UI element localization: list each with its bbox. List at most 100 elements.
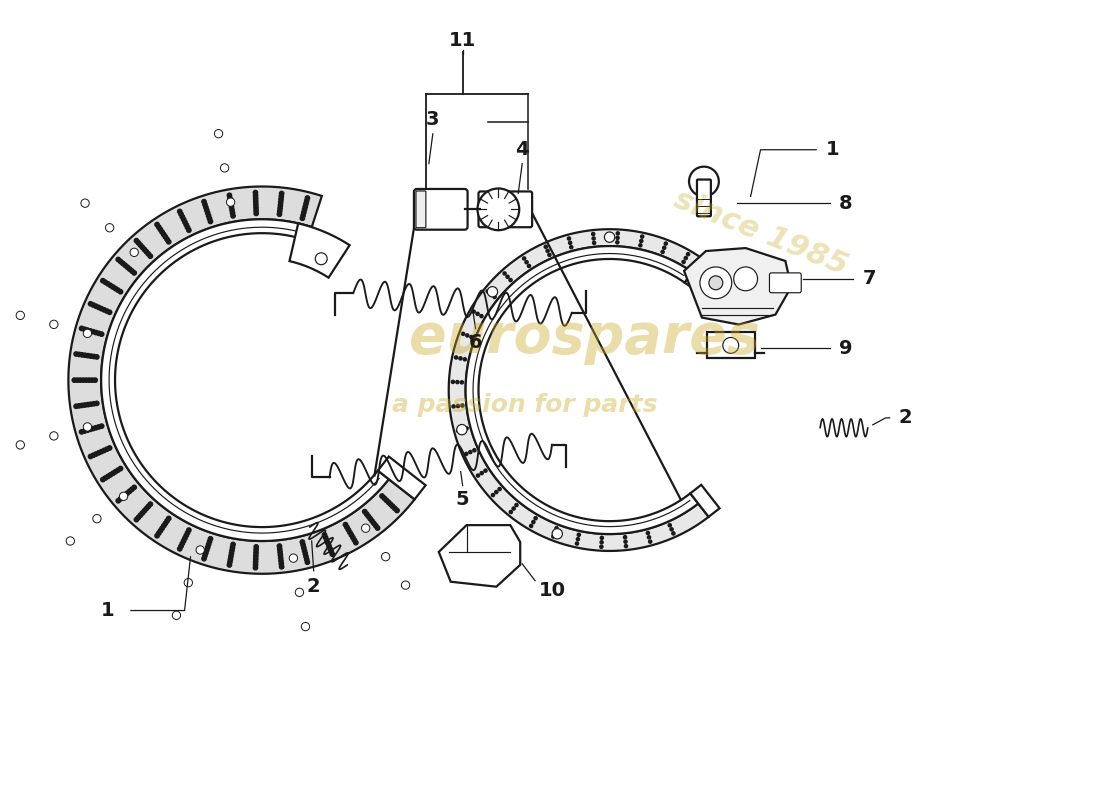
Circle shape	[121, 261, 125, 266]
Circle shape	[382, 496, 386, 500]
Circle shape	[103, 280, 108, 285]
Circle shape	[94, 330, 98, 334]
Circle shape	[116, 288, 120, 292]
Circle shape	[664, 242, 668, 245]
Circle shape	[208, 539, 211, 544]
Circle shape	[253, 559, 257, 564]
Circle shape	[230, 210, 234, 215]
Circle shape	[104, 309, 109, 314]
Circle shape	[113, 470, 118, 474]
Text: 3: 3	[426, 110, 440, 130]
Circle shape	[348, 530, 352, 534]
Circle shape	[451, 380, 454, 383]
Circle shape	[305, 560, 309, 565]
Circle shape	[402, 581, 409, 590]
Circle shape	[104, 447, 109, 451]
Circle shape	[228, 193, 232, 198]
Circle shape	[326, 541, 330, 546]
Circle shape	[130, 248, 139, 257]
Text: 7: 7	[864, 270, 877, 288]
Circle shape	[470, 335, 473, 338]
Circle shape	[136, 241, 141, 245]
Circle shape	[576, 538, 580, 541]
Circle shape	[99, 332, 103, 336]
Circle shape	[108, 283, 112, 288]
Circle shape	[568, 237, 571, 240]
Circle shape	[82, 327, 87, 331]
Circle shape	[142, 247, 146, 252]
Text: 6: 6	[469, 333, 482, 352]
Circle shape	[182, 218, 186, 222]
Circle shape	[103, 476, 108, 480]
Circle shape	[85, 328, 89, 332]
Circle shape	[130, 487, 134, 491]
Circle shape	[228, 196, 232, 201]
Circle shape	[230, 545, 234, 550]
Circle shape	[700, 267, 732, 298]
Circle shape	[469, 450, 472, 454]
Circle shape	[90, 378, 95, 382]
Circle shape	[278, 203, 283, 207]
Circle shape	[140, 245, 144, 250]
Circle shape	[182, 538, 186, 543]
FancyBboxPatch shape	[770, 273, 801, 293]
Circle shape	[388, 502, 393, 506]
Circle shape	[351, 535, 355, 540]
Circle shape	[179, 544, 184, 548]
Circle shape	[544, 245, 548, 248]
Circle shape	[592, 233, 595, 236]
Circle shape	[279, 191, 284, 196]
Circle shape	[304, 554, 308, 558]
Circle shape	[570, 246, 573, 249]
Circle shape	[253, 190, 257, 194]
Circle shape	[253, 194, 257, 198]
Circle shape	[156, 531, 161, 535]
Circle shape	[279, 194, 284, 198]
Circle shape	[455, 381, 459, 384]
Circle shape	[77, 404, 81, 408]
Polygon shape	[289, 223, 350, 278]
Circle shape	[304, 202, 308, 206]
Circle shape	[452, 405, 455, 408]
FancyBboxPatch shape	[478, 191, 532, 227]
Circle shape	[529, 524, 532, 527]
Circle shape	[158, 529, 163, 533]
Polygon shape	[449, 230, 708, 551]
Circle shape	[99, 306, 103, 311]
Circle shape	[366, 514, 371, 518]
Polygon shape	[685, 258, 713, 290]
Text: 1: 1	[101, 601, 114, 620]
Circle shape	[454, 356, 458, 359]
Circle shape	[295, 588, 304, 597]
Circle shape	[548, 254, 551, 257]
Circle shape	[208, 219, 212, 224]
Circle shape	[180, 214, 185, 219]
Circle shape	[302, 549, 307, 553]
Circle shape	[374, 523, 378, 528]
Circle shape	[158, 227, 163, 232]
Circle shape	[121, 494, 125, 499]
Circle shape	[97, 306, 101, 310]
FancyBboxPatch shape	[697, 179, 711, 216]
Circle shape	[682, 260, 685, 263]
Circle shape	[74, 404, 78, 409]
Circle shape	[708, 276, 723, 290]
Text: 1: 1	[826, 140, 839, 159]
Circle shape	[140, 510, 144, 515]
Circle shape	[464, 452, 468, 455]
Circle shape	[81, 378, 86, 382]
Text: 4: 4	[516, 140, 529, 159]
Circle shape	[102, 448, 107, 453]
Circle shape	[196, 546, 205, 554]
Circle shape	[120, 492, 128, 501]
Circle shape	[301, 622, 309, 630]
Circle shape	[616, 232, 619, 235]
Circle shape	[254, 211, 258, 215]
Circle shape	[139, 243, 143, 247]
Circle shape	[50, 432, 58, 440]
Circle shape	[204, 205, 208, 210]
Circle shape	[300, 216, 305, 221]
Circle shape	[230, 548, 234, 553]
Circle shape	[647, 531, 649, 534]
Circle shape	[578, 534, 581, 536]
